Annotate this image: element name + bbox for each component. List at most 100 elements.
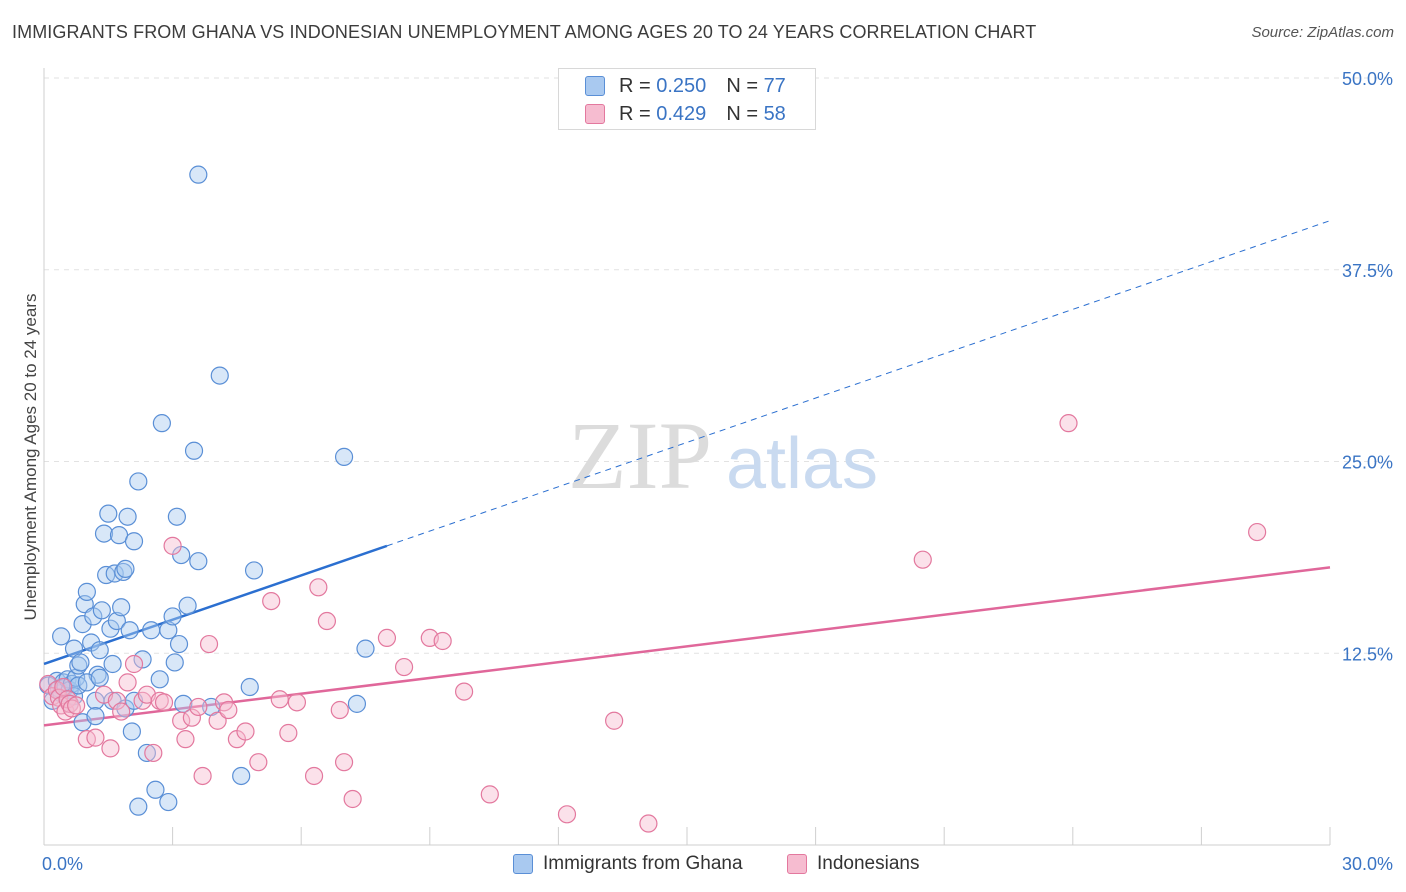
stats-legend: R = 0.250 N = 77 R = 0.429 N = 58 [558,68,816,130]
ghana-point [133,650,152,669]
ghana-point [244,561,264,580]
indonesians-point [433,631,452,651]
legend-r-value: 0.429 [656,102,707,125]
ghana-point [122,722,141,741]
ghana-point [178,596,197,615]
ghana-point [99,504,118,523]
indonesians-point [270,690,289,709]
indonesians-point [112,702,131,721]
ghana-point [69,656,88,675]
ghana-point [189,552,208,571]
y-axis-label: Unemployment Among Ages 20 to 24 years [21,294,40,621]
ghana-point [146,780,165,799]
legend-row-ghana: R = 0.250 N = 77 [585,73,786,99]
ghana-point [334,447,354,466]
legend-n-value: 77 [763,74,786,97]
ghana-point [240,677,259,697]
data-points [39,165,1267,833]
ghana-point [159,621,178,640]
legend-n-label: N = [726,102,758,125]
indonesians-point [287,693,307,712]
legend-r-value: 0.250 [656,74,707,97]
indonesians-point [639,814,658,833]
chart-title: IMMIGRANTS FROM GHANA VS INDONESIAN UNEM… [12,22,1037,42]
ghana-trend-extension [386,220,1331,547]
indonesians-point [334,753,354,772]
legend-n-label: N = [726,74,758,97]
indonesians-point [189,697,208,717]
indonesians-point [480,785,499,804]
ghana-point [142,621,161,640]
indonesians-point [1248,522,1267,542]
indonesians-point [154,693,174,712]
ghana-point [112,598,131,617]
ghana-point [71,653,90,672]
ghana-point [103,654,122,674]
indonesians-point [163,536,182,555]
ghana-point [137,743,156,763]
y-tick-label: 50.0% [1342,69,1393,89]
indonesians-point [249,753,268,772]
grid-lines [44,77,1394,654]
indonesians-point [118,673,137,692]
axes [43,68,1331,846]
indonesians-point [193,766,212,786]
ghana-point [356,639,375,658]
ghana-point [92,601,111,620]
indonesians-point [208,711,227,730]
indonesians-point [330,700,349,720]
bottom-legend-ghana: Immigrants from Ghana [513,851,743,877]
y-tick-label: 25.0% [1342,453,1393,473]
indonesians-point [86,728,105,747]
legend-r-label: R = [619,74,651,97]
y-tick-label: 12.5% [1342,644,1393,664]
x-tick-label: 0.0% [42,854,83,874]
ghana-point [77,582,96,601]
legend-row-indonesians: R = 0.429 N = 58 [585,101,786,127]
ghana-trend-line [43,544,388,666]
indonesians-point [262,591,281,611]
indonesians-point [317,611,337,631]
indonesians-point [343,789,362,809]
legend-n-value: 58 [763,102,786,125]
indonesians-point [144,743,163,763]
bottom-legend-label: Indonesians [817,853,920,874]
legend-r-label: R = [619,102,651,125]
indonesians-point [309,578,328,597]
legend-swatch-pink [585,104,605,124]
indonesians-point [279,723,298,743]
legend-swatch-blue [585,76,605,96]
indonesians-point [557,805,577,824]
ghana-point [124,532,144,551]
indonesians-point [199,634,219,654]
indonesians-point [101,739,120,758]
ghana-point [116,559,135,578]
bottom-legend-swatch-blue [513,854,533,874]
ghana-point [107,611,126,631]
ghana-point [232,766,251,786]
indonesians-point [394,657,414,677]
ghana-point [184,441,204,460]
indonesians-point [67,696,86,715]
ghana-point [169,634,189,654]
ghana-point [152,414,171,433]
ghana-point [129,472,148,491]
ghana-point [94,524,114,543]
indonesians-point [182,708,201,727]
indonesians-point [304,766,324,786]
indonesians-point [176,730,195,749]
indonesians-point [377,628,397,648]
source-label: Source: ZipAtlas.com [1251,24,1394,41]
ghana-point [90,641,109,660]
indonesians-point [454,682,474,701]
ghana-point [167,507,186,526]
ghana-point [189,165,208,184]
bottom-legend-swatch-pink [787,854,807,874]
tick-labels: 12.5% 25.0% 37.5% 50.0% 0.0% 30.0% [42,69,1393,874]
indonesians-point [605,711,624,730]
trend-lines [43,220,1331,727]
ghana-point [165,653,184,672]
ghana-point [159,792,178,812]
watermark-atlas: atlas [726,424,878,504]
ghana-point [114,562,133,582]
